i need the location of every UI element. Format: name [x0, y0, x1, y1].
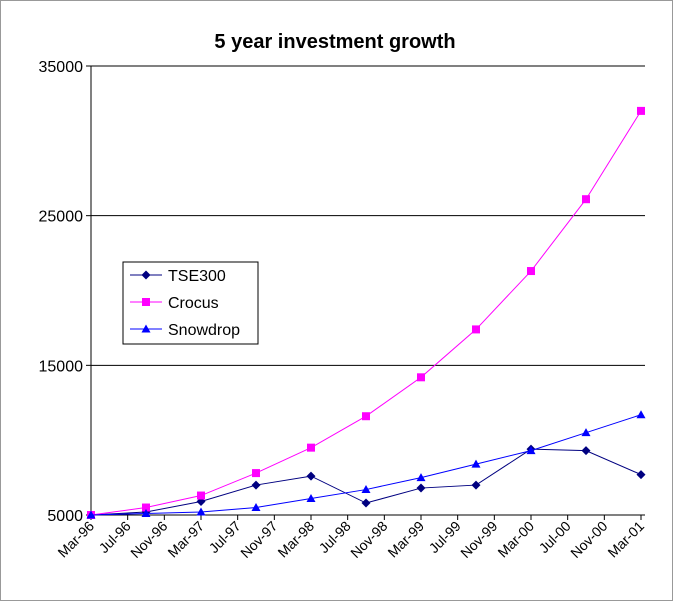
marker [142, 298, 150, 306]
marker [251, 480, 261, 490]
marker [251, 503, 261, 512]
marker [581, 428, 591, 437]
marker [471, 459, 481, 468]
y-tick-label: 25000 [39, 209, 84, 226]
marker [307, 443, 315, 452]
marker [636, 410, 646, 419]
marker [197, 491, 205, 500]
marker [141, 509, 151, 518]
marker [526, 446, 536, 455]
marker [582, 195, 590, 204]
marker [416, 483, 426, 493]
chart-title: 5 year investment growth [214, 31, 455, 53]
marker [636, 470, 646, 480]
y-tick-label: 15000 [39, 358, 84, 375]
marker [142, 503, 150, 512]
marker [416, 473, 426, 482]
marker [306, 494, 316, 503]
marker [417, 373, 425, 382]
marker [471, 480, 481, 490]
marker [86, 510, 96, 519]
marker [527, 267, 535, 276]
marker [361, 485, 371, 494]
marker [472, 325, 480, 334]
legend-label: Crocus [168, 295, 219, 312]
marker [141, 324, 151, 333]
marker [362, 412, 370, 421]
y-tick-label: 5000 [47, 508, 83, 525]
marker [196, 507, 206, 516]
marker [306, 471, 316, 481]
marker [141, 270, 151, 280]
marker [581, 446, 591, 456]
y-tick-label: 35000 [39, 59, 84, 76]
marker [361, 498, 371, 508]
legend-label: Snowdrop [168, 322, 240, 339]
marker [252, 469, 260, 478]
marker [637, 106, 645, 115]
legend-label: TSE300 [168, 268, 226, 285]
